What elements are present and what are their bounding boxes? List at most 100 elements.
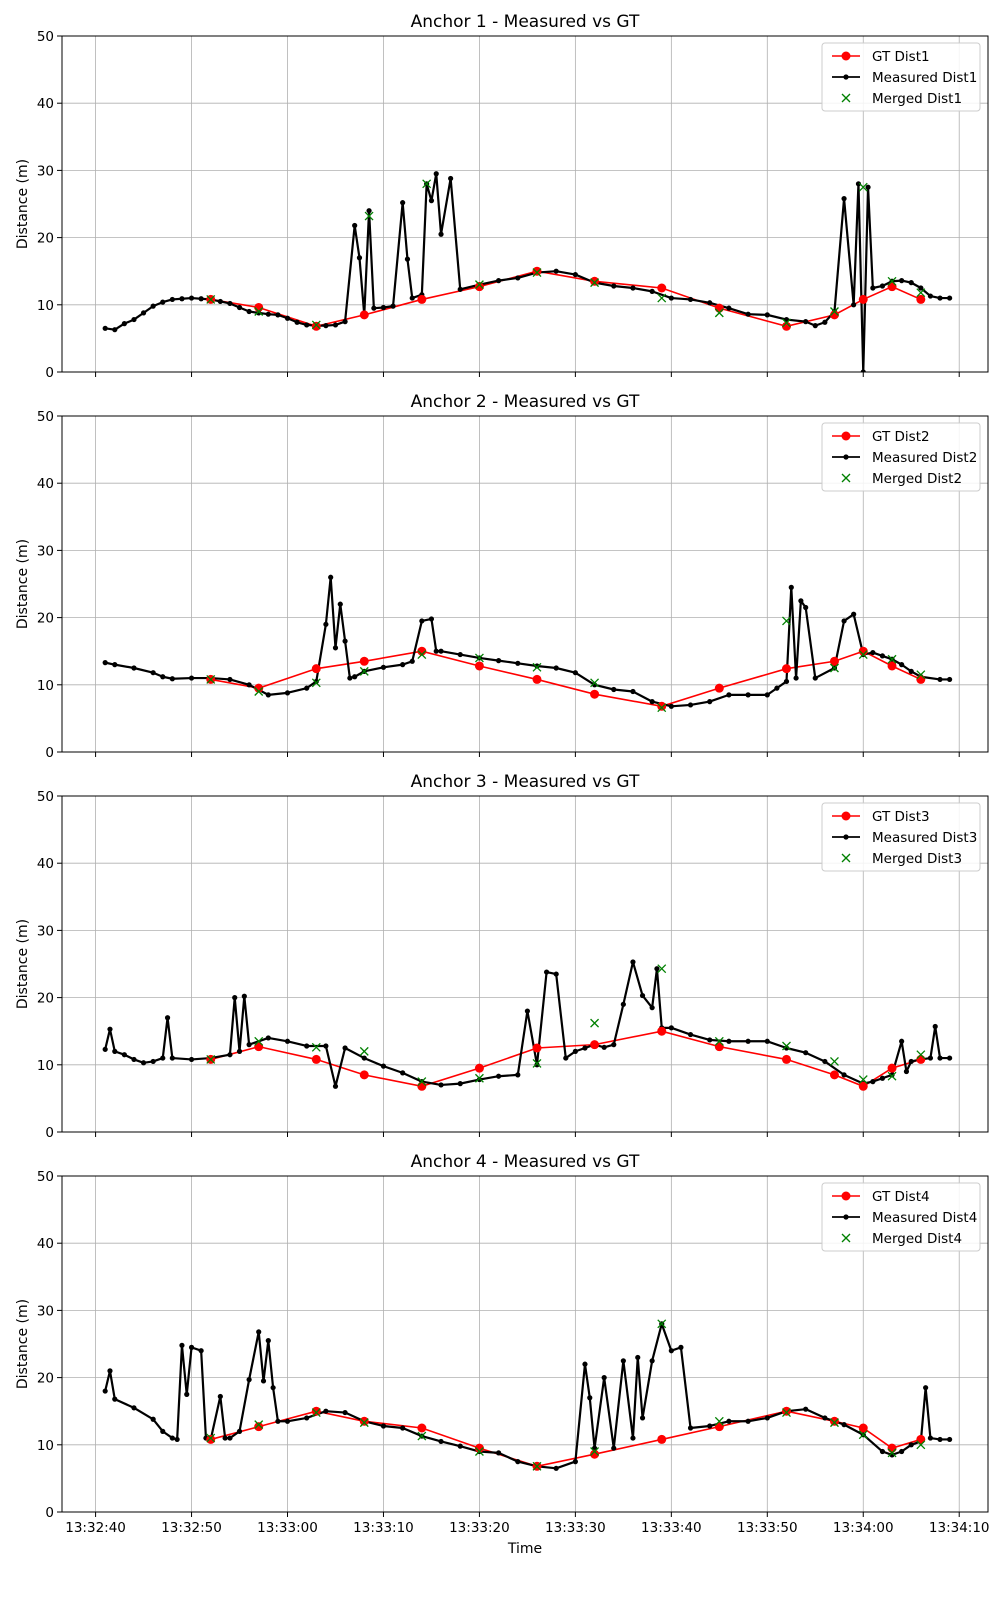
legend-swatch-measured-dot xyxy=(843,74,849,80)
measured-point xyxy=(812,675,818,681)
gt-point xyxy=(714,683,724,693)
measured-point xyxy=(841,1072,847,1078)
legend-box xyxy=(821,1182,981,1252)
measured-point xyxy=(366,208,372,214)
chart-title: Anchor 3 - Measured vs GT xyxy=(411,772,640,792)
merged-point xyxy=(657,703,667,713)
legend-label: GT Dist2 xyxy=(872,429,930,445)
measured-point xyxy=(563,1055,569,1061)
gt-point xyxy=(657,283,667,293)
merged-x-stroke xyxy=(858,650,868,660)
gt-point xyxy=(474,1063,484,1073)
y-tick-label: 40 xyxy=(37,476,54,492)
measured-point xyxy=(294,319,300,325)
measured-point xyxy=(409,658,415,664)
gt-point xyxy=(417,1423,427,1433)
measured-point xyxy=(236,1048,243,1054)
merged-point xyxy=(417,1431,427,1441)
merged-point xyxy=(830,1418,839,1428)
merged-point xyxy=(916,1050,926,1060)
merged-point xyxy=(830,1056,839,1066)
chart-title: Anchor 2 - Measured vs GT xyxy=(411,392,640,412)
merged-point xyxy=(782,1041,791,1051)
measured-point xyxy=(764,1038,770,1044)
gt-point xyxy=(781,1054,791,1064)
measured-point xyxy=(587,1395,593,1401)
measured-point xyxy=(332,1083,339,1089)
measured-point xyxy=(764,692,770,698)
legend-swatch-merged xyxy=(841,853,851,863)
merged-x-stroke xyxy=(311,1408,321,1418)
merged-point xyxy=(830,307,839,316)
measured-point xyxy=(668,1025,674,1031)
measured-point xyxy=(908,668,914,674)
merged-x-stroke xyxy=(782,318,791,328)
measured-point xyxy=(112,1396,118,1402)
measured-point xyxy=(347,675,353,681)
measured-point xyxy=(400,200,406,206)
merged-x-stroke xyxy=(657,293,667,303)
legend-swatch-measured-dot xyxy=(843,454,849,460)
measured-point xyxy=(572,1048,578,1054)
x-tick-label: 13:33:30 xyxy=(545,1520,606,1536)
measured-point xyxy=(188,675,195,681)
gt-point xyxy=(532,266,542,276)
measured-point xyxy=(217,298,223,305)
legend-label: Measured Dist4 xyxy=(872,1210,977,1226)
chart-title: Anchor 4 - Measured vs GT xyxy=(411,1152,640,1172)
y-tick-label: 0 xyxy=(45,365,54,381)
y-axis-label: Distance (m) xyxy=(15,1299,31,1389)
y-tick-label: 20 xyxy=(37,1371,54,1387)
legend-label: Measured Dist2 xyxy=(872,450,977,466)
measured-point xyxy=(649,699,655,705)
merged-x-stroke xyxy=(830,663,839,673)
measured-point xyxy=(332,322,339,328)
measured-point xyxy=(947,1436,953,1443)
measured-point xyxy=(342,638,348,644)
gt-point xyxy=(254,1042,264,1052)
measured-point xyxy=(400,662,406,668)
merged-point xyxy=(254,307,264,316)
merged-x-stroke xyxy=(474,280,484,290)
merged-x-stroke xyxy=(417,1077,427,1087)
legend-label: GT Dist4 xyxy=(872,1189,930,1205)
legend-label: GT Dist1 xyxy=(872,49,930,65)
measured-point xyxy=(611,283,617,289)
x-tick-label: 13:34:10 xyxy=(929,1520,990,1536)
measured-point xyxy=(222,1435,228,1441)
measured-point xyxy=(304,685,310,691)
measured-point xyxy=(438,1082,444,1088)
legend-swatch-merged xyxy=(841,1233,851,1243)
measured-point xyxy=(284,1418,291,1424)
merged-x-stroke xyxy=(887,1448,897,1458)
merged-x-stroke xyxy=(474,1073,484,1083)
measured-point xyxy=(112,662,118,668)
data-layer xyxy=(102,1319,953,1471)
merged-point xyxy=(887,1448,897,1458)
measured-point xyxy=(788,584,794,590)
plot-frame xyxy=(61,1175,989,1513)
measured-point xyxy=(131,1056,137,1063)
x-tick-label: 13:33:10 xyxy=(353,1520,414,1536)
measured-line xyxy=(104,960,950,1088)
merged-x-stroke xyxy=(782,616,791,626)
measured-point xyxy=(764,312,770,318)
measured-point xyxy=(270,1385,276,1391)
y-tick-label: 0 xyxy=(45,745,54,761)
merged-x-stroke xyxy=(830,1056,839,1066)
measured-point xyxy=(457,1443,463,1449)
measured-point xyxy=(611,686,617,693)
gt-point xyxy=(590,689,600,699)
merged-point xyxy=(532,1461,542,1471)
merged-point xyxy=(590,678,600,688)
y-axis-label: Distance (m) xyxy=(15,539,31,629)
measured-point xyxy=(822,319,828,325)
merged-point xyxy=(474,1073,484,1083)
measured-point xyxy=(630,959,636,965)
measured-point xyxy=(927,1435,934,1441)
measured-point xyxy=(515,275,521,281)
measured-point xyxy=(803,604,809,611)
merged-point xyxy=(714,1416,724,1426)
measured-point xyxy=(515,1459,521,1465)
measured-point xyxy=(112,1048,118,1054)
